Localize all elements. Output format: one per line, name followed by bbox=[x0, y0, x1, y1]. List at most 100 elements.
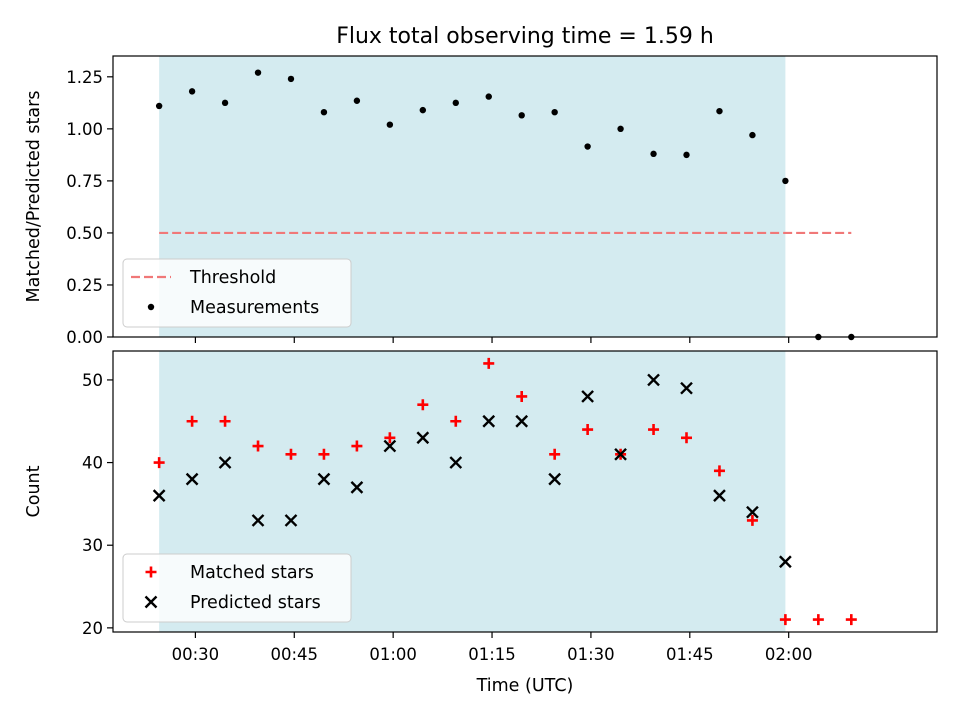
y-tick-label: 50 bbox=[82, 371, 103, 390]
data-point bbox=[153, 457, 165, 469]
series-x bbox=[152, 373, 792, 569]
ratio-panel: 0.00 0.25 0.50 0.75 1.00 1.25 Matched/Predicte… bbox=[24, 55, 938, 347]
data-point bbox=[218, 456, 232, 469]
data-point bbox=[812, 614, 824, 626]
y-axis-label: Matched/Predicted stars bbox=[24, 91, 44, 303]
legend-marker bbox=[145, 566, 157, 578]
legend-marker bbox=[147, 303, 155, 311]
data-point bbox=[482, 414, 496, 428]
axes-frame bbox=[112, 350, 938, 633]
count-panel: 20 30 40 50 00:30 00:45 01:00 01:15 01:30 01:45 02… bbox=[24, 350, 938, 696]
data-point bbox=[185, 472, 199, 486]
data-point bbox=[681, 432, 693, 444]
data-point bbox=[518, 112, 525, 119]
data-point bbox=[647, 373, 660, 387]
legend-label: Matched stars bbox=[190, 563, 314, 583]
x-tick-label: 01:30 bbox=[567, 645, 615, 664]
data-point bbox=[746, 505, 759, 519]
data-point bbox=[417, 399, 429, 411]
data-point bbox=[779, 614, 791, 626]
data-point bbox=[252, 440, 264, 452]
data-point bbox=[386, 121, 394, 128]
x-tick-label: 01:00 bbox=[369, 645, 417, 664]
y-tick-label: 1.00 bbox=[66, 120, 103, 139]
data-point bbox=[155, 102, 163, 110]
data-point bbox=[219, 415, 231, 427]
data-point bbox=[749, 131, 756, 139]
x-axis-label: Time (UTC) bbox=[476, 676, 574, 696]
data-point bbox=[581, 390, 594, 403]
data-point bbox=[551, 109, 558, 116]
y-tick-label: 0.00 bbox=[66, 328, 103, 347]
data-point bbox=[617, 125, 624, 133]
x-tick-label: 01:45 bbox=[666, 645, 714, 664]
y-tick-label: 30 bbox=[82, 536, 103, 555]
data-point bbox=[188, 88, 196, 95]
x-tick-label: 02:00 bbox=[765, 645, 813, 664]
data-point bbox=[845, 614, 857, 626]
legend: Matched stars Predicted stars bbox=[122, 553, 352, 623]
data-point bbox=[351, 440, 363, 452]
data-point bbox=[779, 555, 792, 569]
y-tick-label: 40 bbox=[82, 454, 103, 473]
data-point bbox=[251, 514, 265, 527]
legend-label: Threshold bbox=[189, 268, 276, 288]
y-tick-label: 1.25 bbox=[66, 68, 103, 87]
data-point bbox=[716, 107, 723, 115]
data-point bbox=[648, 424, 660, 436]
data-point bbox=[353, 97, 361, 104]
data-point bbox=[713, 465, 725, 477]
axes-frame bbox=[112, 55, 938, 338]
x-tick-label: 00:30 bbox=[172, 645, 220, 664]
data-point bbox=[584, 143, 591, 150]
data-point bbox=[680, 381, 693, 395]
data-point bbox=[318, 448, 330, 460]
data-point bbox=[384, 432, 396, 444]
data-point bbox=[483, 357, 495, 369]
data-point bbox=[284, 514, 298, 527]
data-point bbox=[287, 75, 295, 83]
y-tick-label: 0.50 bbox=[66, 224, 103, 243]
legend-box bbox=[122, 258, 352, 328]
data-point bbox=[285, 448, 297, 460]
data-point bbox=[419, 106, 427, 114]
data-point bbox=[548, 472, 562, 486]
x-tick-label: 00:45 bbox=[270, 645, 318, 664]
y-tick-label: 0.25 bbox=[66, 276, 103, 295]
data-point bbox=[485, 93, 492, 100]
data-point bbox=[582, 424, 594, 436]
data-point bbox=[782, 177, 789, 185]
data-point bbox=[383, 439, 397, 453]
data-point bbox=[221, 99, 229, 107]
data-point bbox=[713, 489, 726, 502]
data-point bbox=[549, 448, 561, 460]
data-point bbox=[650, 150, 657, 158]
data-point bbox=[350, 481, 364, 494]
series-plus bbox=[153, 357, 857, 626]
data-point bbox=[452, 99, 459, 107]
data-point bbox=[254, 69, 262, 76]
y-tick-label: 20 bbox=[82, 619, 103, 638]
data-point bbox=[516, 390, 528, 402]
y-tick-label: 0.75 bbox=[66, 172, 103, 191]
legend: Threshold Measurements bbox=[122, 258, 352, 328]
data-point bbox=[746, 514, 758, 526]
data-point bbox=[449, 456, 463, 469]
legend-box bbox=[122, 553, 352, 623]
legend-label: Measurements bbox=[190, 298, 319, 318]
data-point bbox=[320, 109, 328, 116]
data-point bbox=[614, 447, 627, 461]
legend-marker bbox=[144, 595, 158, 609]
data-point bbox=[515, 414, 529, 428]
data-point bbox=[416, 431, 430, 445]
y-axis-label: Count bbox=[24, 465, 44, 517]
data-point bbox=[683, 151, 690, 159]
data-point bbox=[152, 489, 166, 502]
legend-label: Predicted stars bbox=[190, 593, 321, 613]
x-tick-label: 01:15 bbox=[468, 645, 516, 664]
data-point bbox=[186, 415, 198, 427]
data-point bbox=[450, 415, 462, 427]
data-point bbox=[317, 472, 331, 486]
chart-title: Flux total observing time = 1.59 h bbox=[336, 24, 714, 49]
